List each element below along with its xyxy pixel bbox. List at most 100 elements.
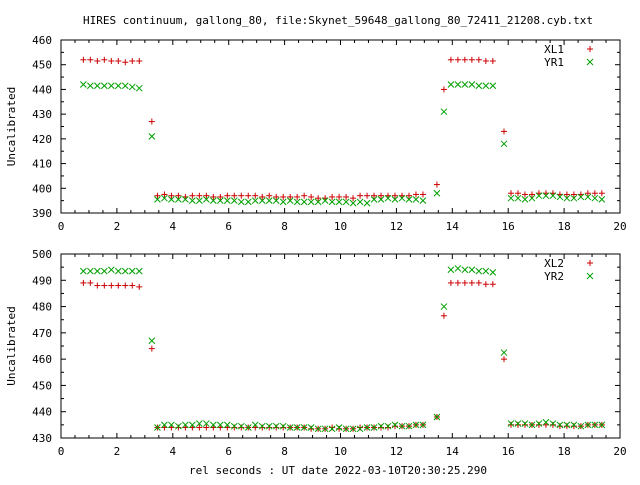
legend-label: XL1 bbox=[544, 43, 564, 56]
data-point bbox=[412, 191, 419, 198]
data-point bbox=[266, 192, 273, 199]
data-point bbox=[196, 192, 203, 199]
data-point bbox=[321, 197, 329, 204]
data-point bbox=[482, 58, 489, 65]
data-point bbox=[598, 190, 605, 197]
data-point bbox=[287, 193, 294, 200]
data-point bbox=[224, 192, 231, 199]
data-point bbox=[216, 197, 224, 204]
data-point bbox=[266, 424, 273, 431]
data-point bbox=[100, 267, 108, 275]
data-point bbox=[542, 192, 550, 200]
data-point bbox=[419, 191, 426, 198]
data-point bbox=[349, 425, 357, 433]
data-point bbox=[392, 192, 399, 199]
data-point bbox=[570, 421, 578, 429]
data-point bbox=[273, 424, 280, 431]
data-point bbox=[521, 191, 528, 198]
data-point bbox=[308, 425, 315, 432]
data-point bbox=[412, 421, 420, 429]
data-point bbox=[556, 421, 564, 429]
data-point bbox=[237, 198, 245, 206]
data-point bbox=[114, 82, 122, 90]
x-tick-label: 16 bbox=[502, 445, 515, 458]
data-point bbox=[391, 421, 399, 429]
data-point bbox=[468, 56, 475, 63]
x-tick-label: 4 bbox=[169, 445, 176, 458]
data-point bbox=[419, 197, 427, 204]
data-point bbox=[514, 194, 522, 202]
data-point bbox=[370, 196, 378, 203]
data-point bbox=[280, 193, 287, 200]
y-tick-label: 440 bbox=[32, 83, 52, 96]
data-point bbox=[230, 197, 238, 204]
data-point bbox=[101, 56, 108, 63]
data-point bbox=[598, 196, 606, 203]
y-tick-label: 500 bbox=[32, 248, 52, 261]
data-point bbox=[251, 197, 259, 204]
data-point bbox=[343, 193, 350, 200]
data-point bbox=[454, 265, 462, 272]
data-point bbox=[122, 282, 129, 289]
data-point bbox=[182, 196, 189, 203]
data-point bbox=[189, 421, 196, 429]
data-point bbox=[570, 423, 577, 430]
data-point bbox=[293, 198, 301, 206]
data-point bbox=[80, 279, 87, 286]
data-point bbox=[135, 267, 143, 275]
data-point bbox=[252, 192, 259, 199]
data-point bbox=[101, 282, 108, 289]
data-point bbox=[563, 191, 570, 198]
plot-frame bbox=[60, 39, 621, 214]
data-point bbox=[136, 283, 143, 290]
data-point bbox=[300, 424, 308, 431]
data-point bbox=[196, 424, 203, 431]
data-point bbox=[217, 193, 224, 200]
data-point bbox=[500, 140, 508, 148]
data-point bbox=[461, 81, 469, 88]
data-point bbox=[135, 84, 143, 92]
x-tick-label: 6 bbox=[225, 445, 232, 458]
data-point bbox=[300, 198, 308, 206]
data-point bbox=[238, 424, 245, 431]
data-point bbox=[203, 192, 210, 199]
data-point bbox=[405, 422, 413, 430]
data-point bbox=[86, 267, 94, 275]
x-tick-label: 8 bbox=[281, 220, 288, 233]
data-point bbox=[223, 197, 231, 204]
data-point bbox=[363, 424, 371, 431]
x-tick-label: 12 bbox=[390, 445, 403, 458]
series-XL1 bbox=[80, 56, 605, 202]
data-point bbox=[107, 266, 115, 274]
data-point bbox=[521, 421, 528, 428]
data-point bbox=[454, 56, 461, 63]
data-point bbox=[286, 197, 294, 204]
data-point bbox=[549, 420, 557, 427]
data-point bbox=[454, 81, 462, 88]
data-point bbox=[154, 192, 161, 199]
data-point bbox=[542, 418, 550, 426]
data-point bbox=[598, 421, 606, 429]
data-point bbox=[447, 266, 455, 274]
data-point bbox=[94, 282, 101, 289]
x-tick-label: 18 bbox=[557, 445, 570, 458]
data-point bbox=[482, 281, 489, 288]
data-point bbox=[468, 81, 476, 88]
y-tick-label: 450 bbox=[32, 59, 52, 72]
x-tick-label: 14 bbox=[446, 220, 460, 233]
data-point bbox=[342, 425, 350, 433]
data-point bbox=[175, 422, 182, 430]
data-point bbox=[507, 194, 515, 202]
data-point bbox=[272, 197, 280, 204]
legend-marker bbox=[586, 58, 594, 66]
x-tick-label: 10 bbox=[334, 445, 347, 458]
x-tick-label: 20 bbox=[613, 445, 626, 458]
data-point bbox=[182, 421, 189, 429]
y-tick-label: 430 bbox=[32, 108, 52, 121]
data-point bbox=[209, 421, 217, 429]
data-point bbox=[378, 192, 385, 199]
data-point bbox=[86, 82, 94, 90]
x-tick-label: 10 bbox=[334, 220, 347, 233]
data-point bbox=[122, 59, 129, 66]
